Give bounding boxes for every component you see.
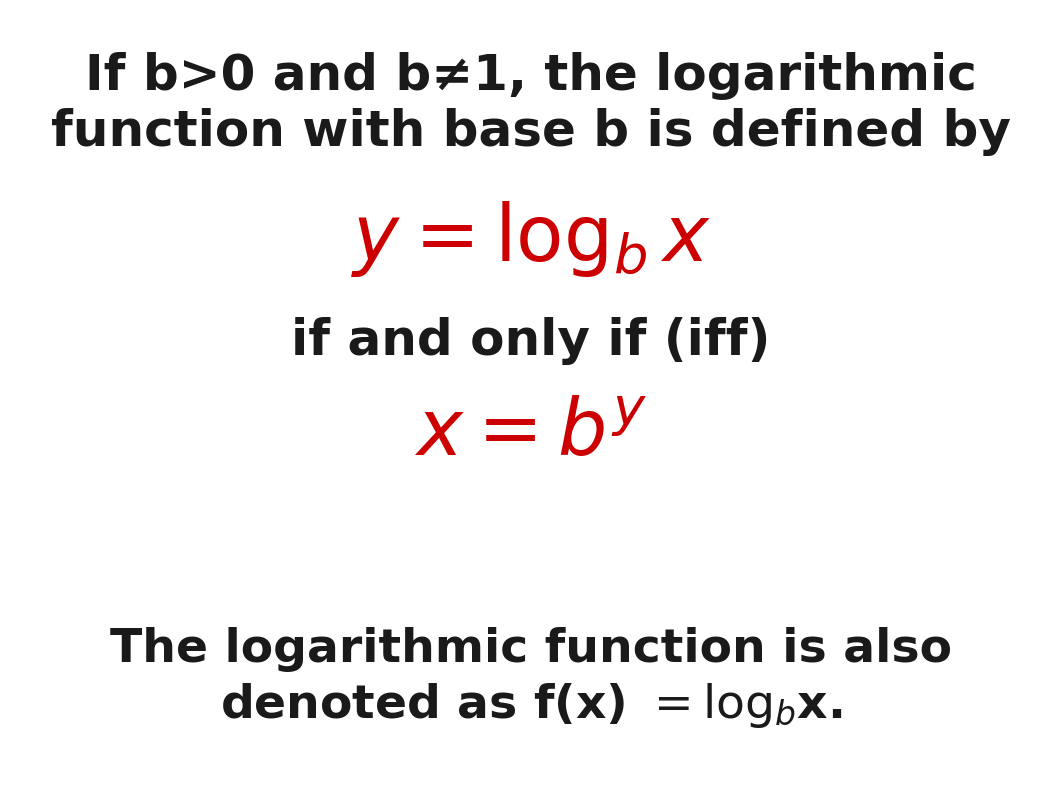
Text: if and only if (iff): if and only if (iff) <box>291 317 771 365</box>
Text: function with base b is defined by: function with base b is defined by <box>51 108 1011 155</box>
Text: The logarithmic function is also: The logarithmic function is also <box>110 627 952 672</box>
Text: denoted as f(x) $=\mathrm{log}_{\mathit{b}}$x.: denoted as f(x) $=\mathrm{log}_{\mathit{… <box>220 681 842 730</box>
Text: $\mathit{y} = \mathrm{log}_{\mathit{b}}\, \mathit{x}$: $\mathit{y} = \mathrm{log}_{\mathit{b}}\… <box>350 199 712 279</box>
Text: If b>0 and b≠1, the logarithmic: If b>0 and b≠1, the logarithmic <box>85 52 977 100</box>
Text: $\mathit{x} = \mathit{b}^{\mathit{y}}$: $\mathit{x} = \mathit{b}^{\mathit{y}}$ <box>414 396 648 473</box>
